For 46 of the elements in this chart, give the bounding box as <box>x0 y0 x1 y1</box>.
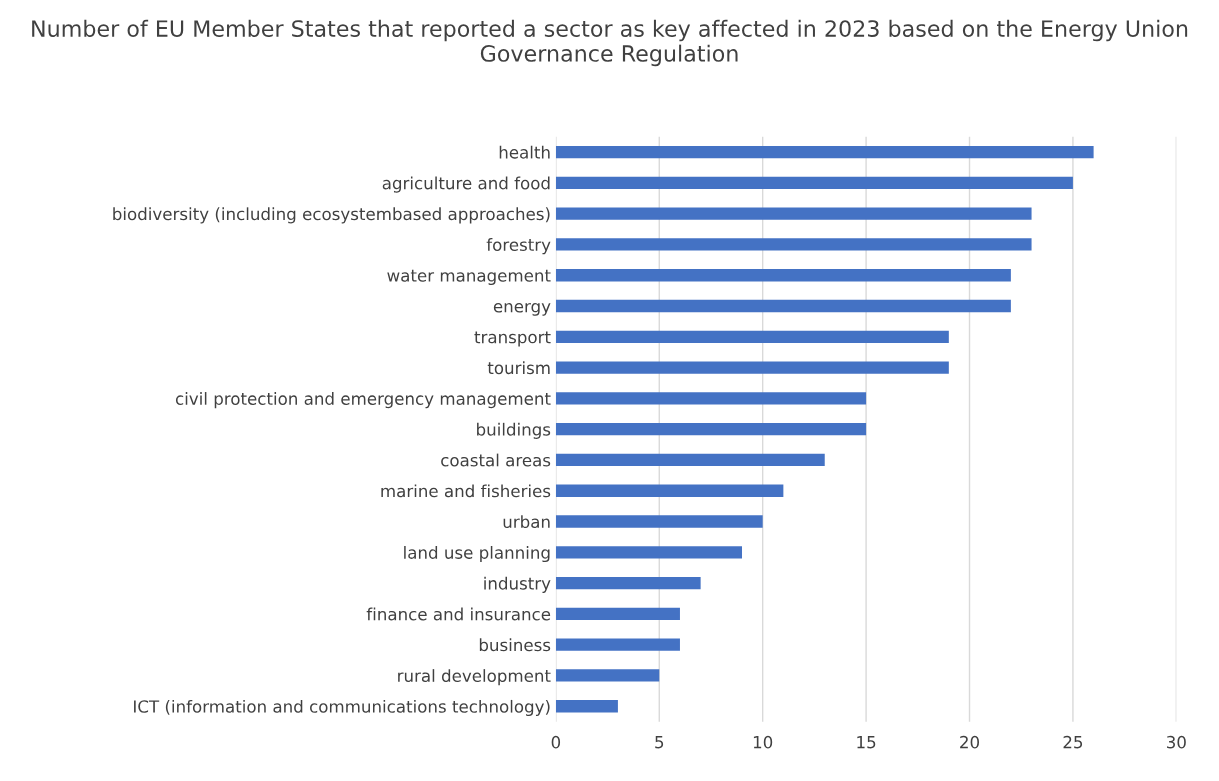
bar <box>555 484 784 497</box>
bar <box>555 392 867 405</box>
bar <box>555 299 1011 313</box>
y-tick-label: land use planning <box>404 545 550 563</box>
bar <box>555 361 949 374</box>
x-tick-label: 5 <box>655 736 664 749</box>
bar <box>555 515 763 528</box>
bar <box>555 638 680 651</box>
bar <box>555 330 949 343</box>
bar <box>555 453 825 467</box>
y-tick-label: urban <box>503 515 550 529</box>
y-tick-label: finance and insurance <box>366 607 551 621</box>
x-tick-label: 0 <box>551 735 561 749</box>
y-tick-label: forestry <box>486 238 551 255</box>
x-tick-label: 10 <box>753 735 773 749</box>
x-tick-label: 30 <box>1167 735 1186 749</box>
bar <box>555 669 660 682</box>
y-tick-label: health <box>499 145 550 159</box>
bar <box>555 238 1032 251</box>
bar <box>555 546 743 559</box>
bar <box>555 207 1032 220</box>
y-tick-label: biodiversity (including ecosystembased approaches) <box>113 207 550 224</box>
x-tick-label: 25 <box>1063 735 1083 749</box>
bar <box>555 607 680 621</box>
y-tick-label: rural development <box>398 669 551 686</box>
bar <box>555 145 1094 159</box>
y-tick-label: agriculture and food <box>382 176 550 193</box>
y-tick-label: coastal areas <box>441 453 551 467</box>
y-tick-label: marine and fisheries <box>381 484 551 498</box>
bar <box>555 700 618 713</box>
y-tick-label: energy <box>493 303 551 316</box>
bar <box>555 176 1073 190</box>
x-tick-label: 15 <box>857 736 876 749</box>
y-tick-label: water management <box>387 269 551 286</box>
y-tick-label: buildings <box>477 422 551 439</box>
bar <box>555 269 1011 282</box>
bar <box>555 423 867 436</box>
y-tick-label: business <box>479 638 551 652</box>
bar <box>555 576 701 590</box>
y-tick-label: tourism <box>487 361 550 375</box>
y-tick-label: civil protection and emergency management <box>175 392 551 409</box>
x-tick-label: 20 <box>960 735 980 749</box>
chart-title: Number of EU Member States that reported a sector as key affected in 2023 based on the Energy Union Governance Regulation <box>32 19 1188 67</box>
y-tick-label: transport <box>474 331 551 347</box>
y-tick-label: ICT (information and communications technology) <box>134 699 550 717</box>
y-tick-label: industry <box>484 576 551 593</box>
